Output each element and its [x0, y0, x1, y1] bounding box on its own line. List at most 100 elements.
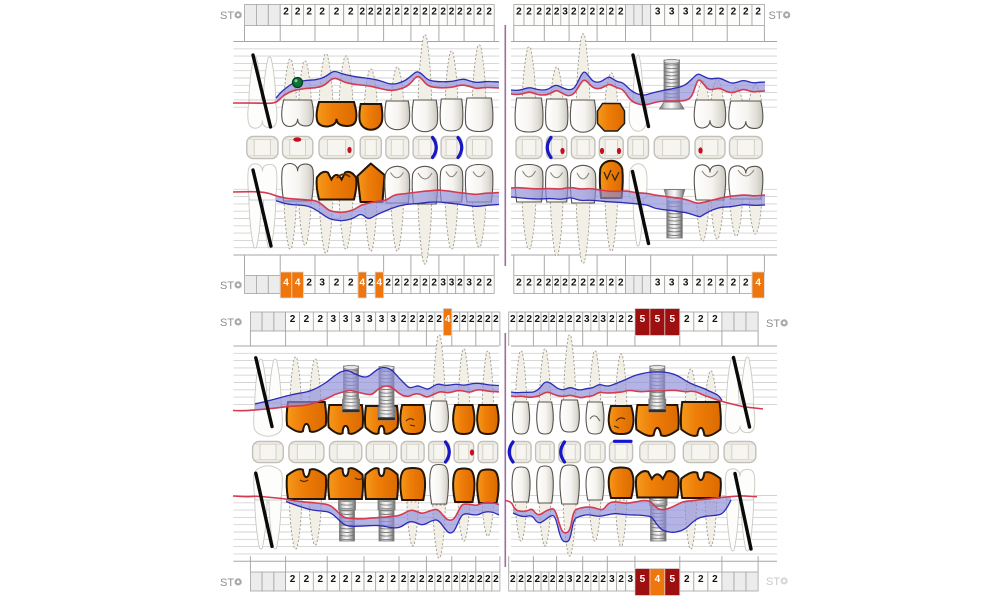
- svg-text:4: 4: [755, 278, 761, 289]
- svg-text:ST: ST: [769, 10, 783, 22]
- svg-text:2: 2: [449, 7, 455, 18]
- svg-text:2: 2: [584, 574, 590, 585]
- svg-text:2: 2: [707, 278, 713, 289]
- svg-text:2: 2: [385, 7, 391, 18]
- svg-text:2: 2: [477, 574, 483, 585]
- svg-text:2: 2: [431, 7, 437, 18]
- svg-text:2: 2: [516, 7, 522, 18]
- svg-text:2: 2: [558, 314, 564, 325]
- svg-text:2: 2: [436, 574, 442, 585]
- svg-text:2: 2: [518, 574, 524, 585]
- svg-text:2: 2: [318, 574, 324, 585]
- svg-text:2: 2: [510, 574, 516, 585]
- svg-text:2: 2: [536, 7, 542, 18]
- svg-text:4: 4: [445, 314, 451, 325]
- svg-text:2: 2: [413, 278, 419, 289]
- svg-text:2: 2: [404, 7, 410, 18]
- svg-text:2: 2: [618, 278, 624, 289]
- svg-text:2: 2: [516, 278, 522, 289]
- svg-text:2: 2: [457, 7, 463, 18]
- svg-text:ST: ST: [220, 280, 234, 292]
- svg-text:2: 2: [546, 278, 552, 289]
- svg-text:2: 2: [719, 7, 725, 18]
- svg-text:2: 2: [535, 314, 541, 325]
- svg-text:3: 3: [669, 278, 675, 289]
- svg-text:3: 3: [562, 7, 568, 18]
- svg-text:2: 2: [590, 7, 596, 18]
- svg-text:2: 2: [476, 7, 482, 18]
- svg-text:2: 2: [599, 7, 605, 18]
- svg-text:3: 3: [367, 314, 373, 325]
- svg-text:2: 2: [331, 574, 337, 585]
- svg-text:2: 2: [360, 7, 366, 18]
- svg-text:2: 2: [290, 314, 296, 325]
- svg-text:2: 2: [355, 574, 361, 585]
- svg-text:2: 2: [600, 574, 606, 585]
- svg-text:2: 2: [542, 574, 548, 585]
- svg-text:ST: ST: [220, 10, 234, 22]
- svg-text:5: 5: [640, 574, 646, 585]
- svg-text:2: 2: [698, 574, 704, 585]
- svg-text:2: 2: [440, 7, 446, 18]
- svg-text:2: 2: [526, 278, 532, 289]
- svg-text:2: 2: [306, 278, 312, 289]
- svg-text:3: 3: [628, 574, 634, 585]
- svg-text:2: 2: [413, 7, 419, 18]
- svg-text:2: 2: [592, 574, 598, 585]
- svg-text:2: 2: [469, 574, 475, 585]
- svg-text:2: 2: [453, 314, 459, 325]
- svg-text:ST: ST: [766, 318, 780, 330]
- svg-text:5: 5: [670, 314, 676, 325]
- svg-text:2: 2: [743, 278, 749, 289]
- svg-text:2: 2: [401, 574, 407, 585]
- svg-text:2: 2: [684, 314, 690, 325]
- svg-text:2: 2: [368, 7, 374, 18]
- svg-text:2: 2: [527, 574, 533, 585]
- svg-text:2: 2: [431, 278, 437, 289]
- svg-text:4: 4: [360, 278, 366, 289]
- svg-text:2: 2: [377, 7, 383, 18]
- svg-text:2: 2: [696, 278, 702, 289]
- svg-text:ST: ST: [766, 576, 780, 588]
- svg-text:2: 2: [628, 314, 634, 325]
- svg-text:2: 2: [461, 574, 467, 585]
- svg-text:5: 5: [670, 574, 676, 585]
- svg-text:2: 2: [319, 7, 325, 18]
- svg-text:2: 2: [684, 574, 690, 585]
- svg-text:3: 3: [331, 314, 337, 325]
- svg-text:3: 3: [390, 314, 396, 325]
- svg-text:2: 2: [394, 7, 400, 18]
- svg-text:2: 2: [304, 574, 310, 585]
- svg-text:2: 2: [485, 574, 491, 585]
- svg-text:2: 2: [712, 574, 718, 585]
- svg-text:3: 3: [319, 278, 325, 289]
- svg-text:2: 2: [493, 574, 499, 585]
- svg-text:2: 2: [731, 7, 737, 18]
- svg-text:2: 2: [348, 7, 354, 18]
- svg-text:2: 2: [306, 7, 312, 18]
- svg-text:2: 2: [295, 7, 301, 18]
- svg-text:2: 2: [542, 314, 548, 325]
- svg-text:2: 2: [283, 7, 289, 18]
- svg-text:3: 3: [343, 314, 349, 325]
- svg-text:2: 2: [576, 574, 582, 585]
- svg-text:2: 2: [445, 574, 451, 585]
- svg-text:2: 2: [554, 278, 560, 289]
- svg-text:2: 2: [550, 314, 556, 325]
- svg-text:2: 2: [410, 574, 416, 585]
- svg-text:2: 2: [436, 314, 442, 325]
- svg-text:2: 2: [558, 574, 564, 585]
- svg-text:2: 2: [567, 314, 573, 325]
- svg-text:3: 3: [449, 278, 455, 289]
- svg-text:2: 2: [477, 314, 483, 325]
- svg-text:2: 2: [493, 314, 499, 325]
- svg-text:2: 2: [546, 7, 552, 18]
- svg-text:4: 4: [295, 278, 301, 289]
- svg-text:3: 3: [655, 278, 661, 289]
- svg-text:2: 2: [422, 7, 428, 18]
- svg-text:2: 2: [526, 7, 532, 18]
- svg-text:2: 2: [550, 574, 556, 585]
- svg-text:2: 2: [562, 278, 568, 289]
- svg-text:ST: ST: [220, 577, 234, 589]
- svg-text:2: 2: [571, 7, 577, 18]
